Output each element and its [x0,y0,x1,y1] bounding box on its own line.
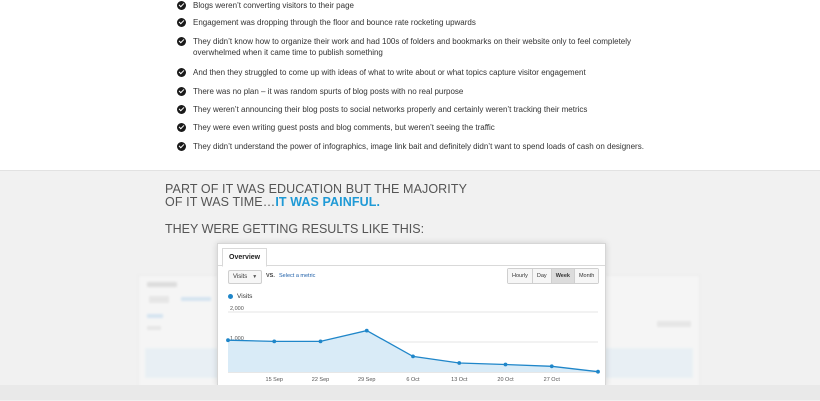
visits-point [549,364,554,369]
x-tick-label: 6 Oct [406,377,420,383]
x-tick-label: 15 Sep [266,377,283,383]
visits-point [364,328,369,333]
x-tick-label: 20 Oct [497,377,514,383]
problem-list-item-text: They didn’t know how to organize their w… [193,37,632,57]
check-circle-icon [177,68,186,77]
visits-point [596,369,600,374]
vs-label: VS. [266,273,275,279]
visits-point [457,361,462,365]
headline-highlight: IT WAS PAINFUL. [275,195,381,209]
granularity-button-hourly[interactable]: Hourly [508,269,532,283]
problem-list-item: Engagement was dropping through the floo… [177,17,673,28]
select-metric-link[interactable]: Select a metric [279,273,316,279]
problem-list-item-text: They didn’t understand the power of info… [193,142,644,151]
problem-list-item: They didn’t know how to organize their w… [177,36,673,58]
y-tick-label: 2,000 [230,306,244,312]
visits-point [503,362,508,367]
visits-point [318,339,323,344]
top-section: Blogs weren’t converting visitors to the… [0,0,820,170]
headline-line-1: PART OF IT WAS EDUCATION BUT THE MAJORIT… [165,182,468,196]
x-tick-label: 13 Oct [451,377,468,383]
visits-chart: 2,000 1,000 15 Sep 22 Sep 29 Sep 6 Oct 13 Oct 2… [226,306,600,383]
granularity-button-month[interactable]: Month [573,269,599,283]
problem-list-item-text: There was no plan – it was random spurts… [193,87,464,96]
analytics-screenshot: Overview Visits ▼ VS. Select a metric Ho… [217,243,606,387]
metric-select[interactable]: Visits ▼ [228,270,263,284]
caret-down-icon: ▼ [252,274,258,280]
check-circle-icon [177,37,186,46]
x-tick-label: 29 Sep [358,377,375,383]
visits-area [228,330,598,372]
check-circle-icon [177,105,186,114]
check-circle-icon [177,87,186,96]
check-circle-icon [177,18,186,27]
visits-point [226,338,230,343]
granularity-button-week[interactable]: Week [550,269,574,283]
problem-list-item-text: They were even writing guest posts and b… [193,123,495,132]
legend-label: Visits [237,293,253,300]
problem-list-item: They didn’t understand the power of info… [177,141,673,152]
x-tick-label: 27 Oct [544,377,561,383]
headline: PART OF IT WAS EDUCATION BUT THE MAJORIT… [165,183,467,209]
check-circle-icon [177,123,186,132]
problem-list-item: And then they struggled to come up with … [177,67,673,78]
legend-dot-icon [228,294,233,299]
visits-point [411,354,415,359]
x-tick-label: 22 Sep [312,377,329,383]
problem-list-item-text: Blogs weren’t converting visitors to the… [193,1,354,10]
granularity-button-day[interactable]: Day [531,269,551,283]
problem-list-item-text: Engagement was dropping through the floo… [193,18,476,27]
visits-point [272,339,277,344]
problem-list-item: There was no plan – it was random spurts… [177,86,673,97]
problem-list-item-text: And then they struggled to come up with … [193,68,586,77]
tab-overview[interactable]: Overview [222,248,268,267]
y-tick-label: 1,000 [230,336,244,342]
check-circle-icon [177,1,186,10]
problem-list-item-text: They weren’t announcing their blog posts… [193,105,588,114]
bottom-strip [0,385,820,400]
granularity-button-group: Hourly Day Week Month [507,268,600,284]
problem-list-item: They weren’t announcing their blog posts… [177,104,673,115]
headline-line-2: OF IT WAS TIME… [165,195,276,209]
problem-list-item: Blogs weren’t converting visitors to the… [177,0,673,11]
metric-select-value: Visits [233,274,248,280]
analytics-tab-bar: Overview [218,244,605,267]
check-circle-icon [177,142,186,151]
results-subhead: THEY WERE GETTING RESULTS LIKE THIS: [165,222,425,236]
problem-list-item: They were even writing guest posts and b… [177,122,673,133]
